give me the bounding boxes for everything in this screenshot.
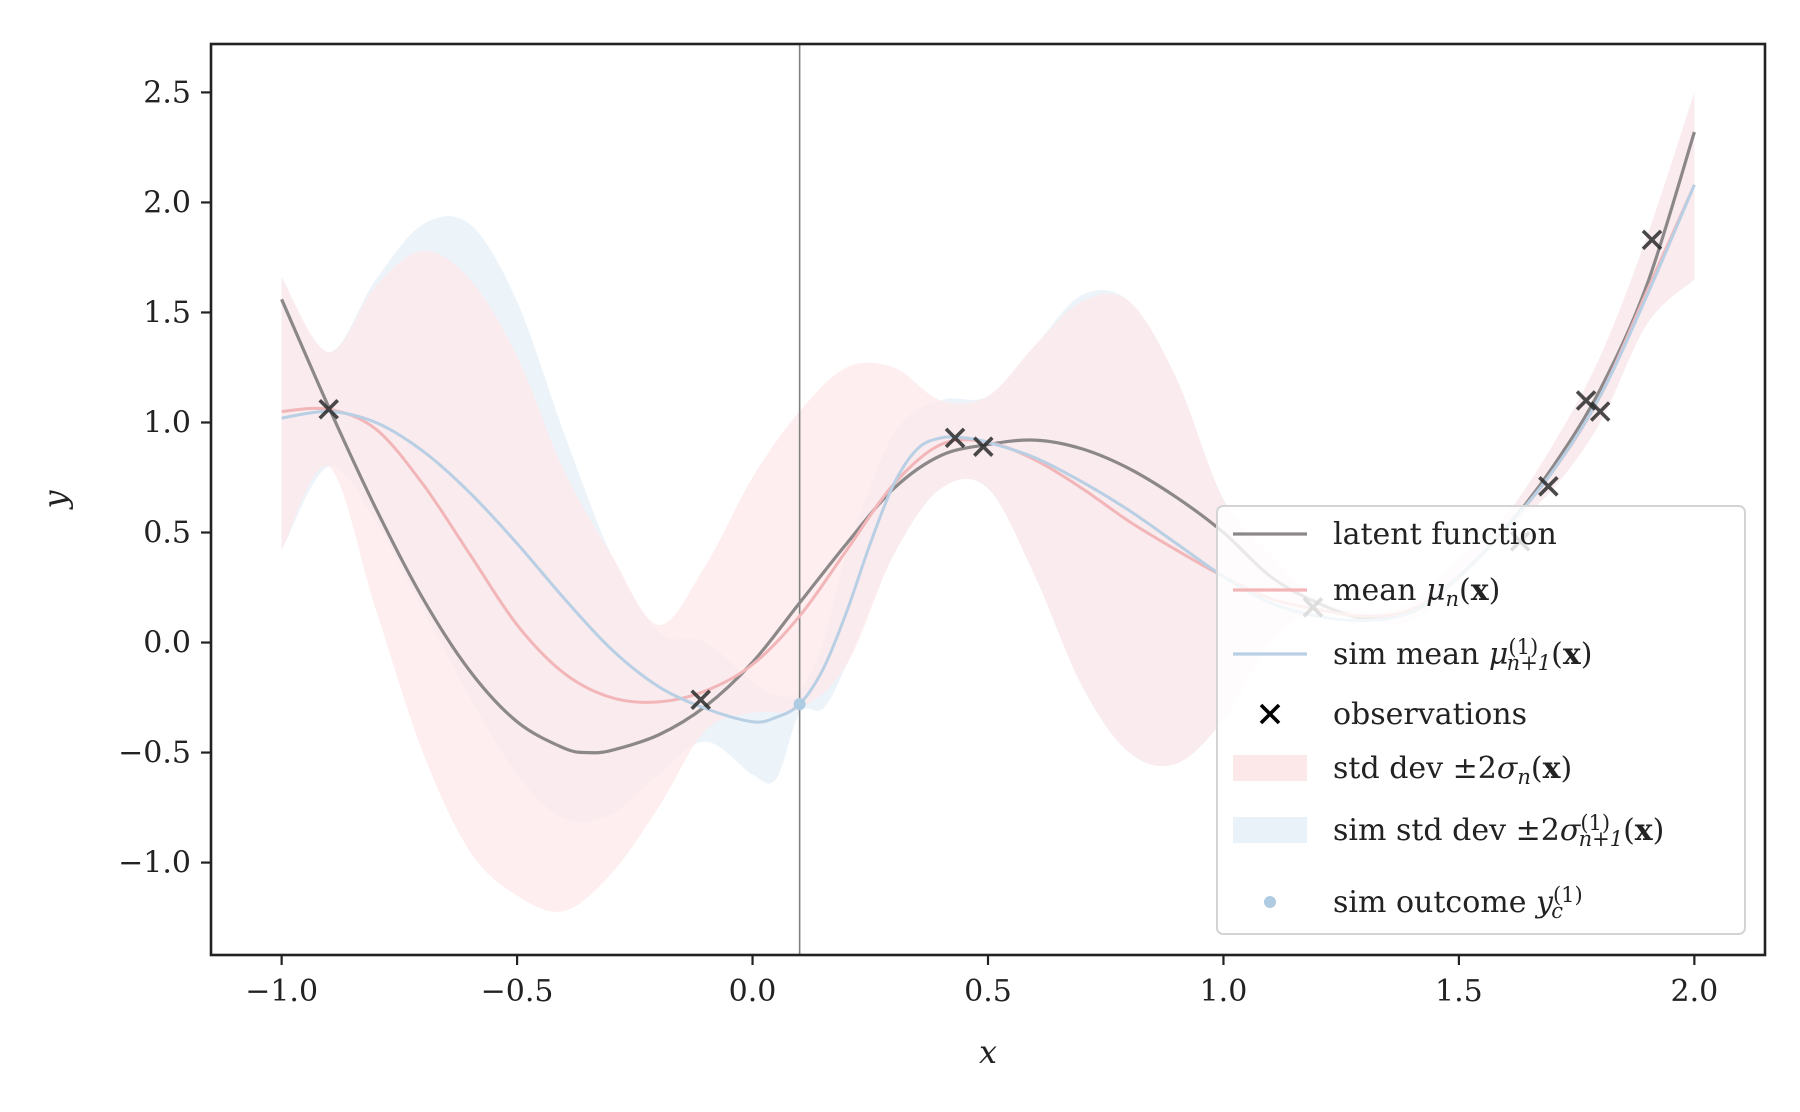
- x-axis: −1.0 −0.5 0.0 0.5 1.0 1.5 2.0: [245, 955, 1718, 1009]
- sim-outcome-point: [793, 698, 806, 711]
- plot-area: [280, 44, 1696, 955]
- y-tick-label: 1.0: [143, 405, 191, 440]
- observation-marker: [690, 689, 712, 711]
- legend-handle: [1264, 896, 1276, 908]
- legend-item-std-band: std dev ±2σn(x): [1233, 751, 1572, 789]
- y-tick-label: 0.0: [143, 626, 191, 661]
- observation-marker: [1575, 390, 1597, 411]
- legend-item-latent: latent function: [1233, 517, 1557, 552]
- x-tick-label: 0.0: [729, 974, 777, 1009]
- observation-marker: [318, 399, 339, 420]
- std-dev-band: [281, 92, 1695, 912]
- x-axis-label: x: [979, 1033, 997, 1071]
- legend-label: latent function: [1333, 517, 1557, 552]
- legend-label: mean μn(x): [1333, 573, 1500, 611]
- legend-box: [1216, 505, 1746, 935]
- legend-handle: [1233, 817, 1307, 843]
- x-tick-label: 1.0: [1200, 974, 1248, 1009]
- y-tick-label: 1.5: [143, 295, 191, 330]
- observation-marker: [1641, 229, 1663, 251]
- y-tick-label: 2.5: [143, 75, 191, 110]
- legend-item-sim-outcome: sim outcome y(1) c: [1264, 883, 1583, 923]
- y-tick-label: 0.5: [143, 516, 191, 551]
- observation-marker: [944, 427, 966, 449]
- legend-item-observations: observations: [1259, 697, 1527, 732]
- observation-marker: [973, 436, 994, 457]
- legend-label: sim mean μ(1) n+1(x): [1333, 635, 1592, 675]
- y-tick-label: 2.0: [143, 185, 191, 220]
- y-tick-label: −1.0: [118, 846, 191, 881]
- y-axis-label: y: [36, 490, 74, 511]
- observation-marker: [1589, 401, 1611, 422]
- legend-label: sim std dev ±2σ(1) n+1(x): [1333, 811, 1664, 851]
- y-axis: −1.0 −0.5 0.0 0.5 1.0 1.5 2.0 2.5: [118, 75, 211, 881]
- legend: latent function mean μn(x) sim mean μ(1) n+…: [1216, 505, 1746, 935]
- y-tick-label: −0.5: [118, 736, 191, 771]
- legend-handle: [1233, 755, 1307, 781]
- x-tick-label: 0.5: [964, 974, 1012, 1009]
- legend-item-sim-std-band: sim std dev ±2σ(1) n+1(x): [1233, 811, 1664, 851]
- x-tick-label: −1.0: [245, 974, 318, 1009]
- legend-item-sim-mean: sim mean μ(1) n+1(x): [1233, 635, 1592, 675]
- x-tick-label: −0.5: [481, 974, 554, 1009]
- legend-label: observations: [1333, 697, 1527, 732]
- legend-label: sim outcome y(1) c: [1333, 883, 1583, 923]
- legend-handle: [1259, 703, 1281, 725]
- observation-marker: [1538, 476, 1559, 497]
- x-tick-label: 2.0: [1671, 974, 1719, 1009]
- legend-label: std dev ±2σn(x): [1333, 751, 1572, 789]
- legend-item-mean: mean μn(x): [1233, 573, 1500, 611]
- x-tick-label: 1.5: [1435, 974, 1483, 1009]
